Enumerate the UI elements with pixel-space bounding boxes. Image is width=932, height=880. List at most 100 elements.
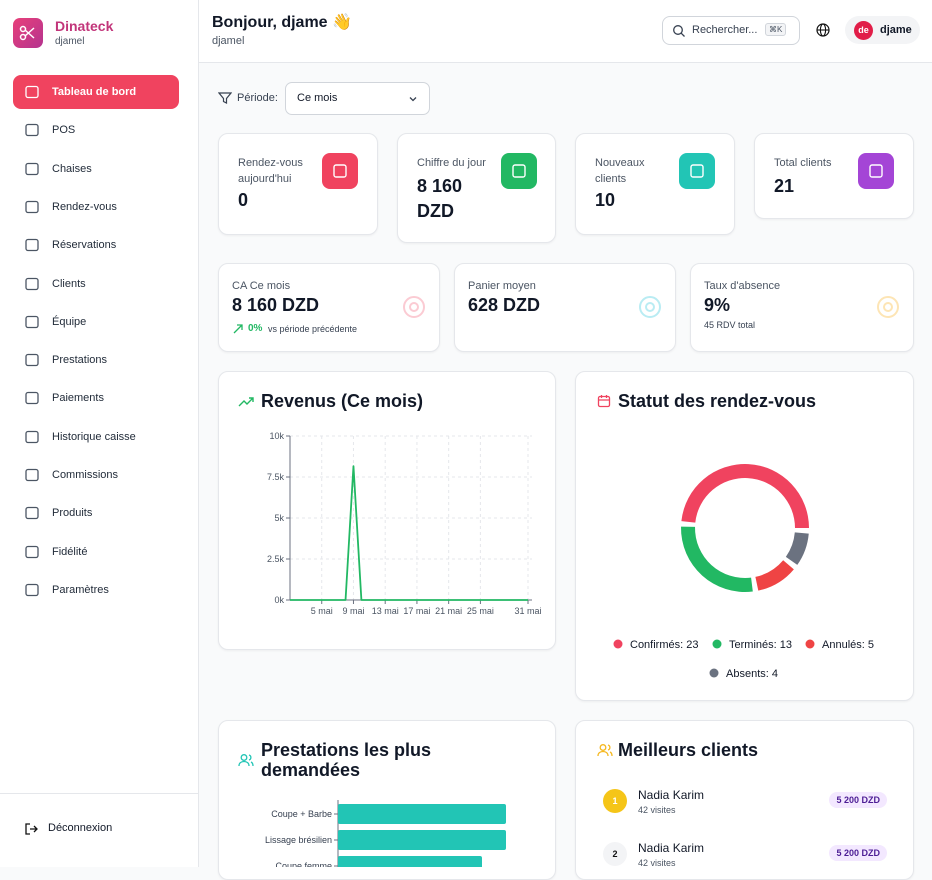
stat-label: Rendez-vous aujourd'hui bbox=[238, 157, 303, 185]
client-amount: 5 200 DZD bbox=[829, 845, 887, 861]
nav-label: Réservations bbox=[52, 239, 117, 252]
nav-icon bbox=[25, 239, 39, 252]
nav-item[interactable]: Paiements bbox=[13, 381, 179, 415]
nav-icon bbox=[25, 583, 39, 597]
stat-card: Rendez-vous aujourd'hui 0 bbox=[218, 133, 378, 235]
nav-item[interactable]: Réservations bbox=[13, 228, 179, 262]
stat-value: 0 bbox=[238, 190, 249, 210]
nav-item[interactable]: Chaises bbox=[13, 152, 179, 186]
search[interactable]: Rechercher... ⌘K bbox=[662, 16, 800, 45]
nav-icon bbox=[25, 315, 39, 328]
nav-item[interactable]: Fidélité bbox=[13, 535, 179, 569]
client-name: Nadia Karim bbox=[638, 788, 705, 802]
nav-label: Rendez-vous bbox=[52, 200, 117, 213]
services-card: Prestations les plus demandées bbox=[218, 720, 556, 880]
nav-label: Produits bbox=[52, 507, 93, 520]
nav-item[interactable]: Tableau de bord bbox=[13, 75, 179, 109]
icon-shape bbox=[25, 124, 39, 137]
icon-shape bbox=[25, 545, 39, 558]
icon-shape bbox=[25, 468, 39, 482]
nav-label: Fidélité bbox=[52, 545, 88, 558]
search-icon bbox=[673, 25, 685, 37]
nav-item[interactable]: Prestations bbox=[13, 343, 179, 377]
period-value: Ce mois bbox=[297, 92, 338, 104]
kpi-icon bbox=[877, 296, 899, 318]
stat-value: 8 160 DZD bbox=[417, 176, 463, 221]
nav-label: Historique caisse bbox=[52, 430, 136, 443]
icon-shape bbox=[25, 392, 39, 405]
stat-card: Total clients 21 bbox=[754, 133, 914, 219]
nav-icon bbox=[25, 545, 39, 558]
stat-icon bbox=[858, 153, 894, 189]
kpi-value: 628 DZD bbox=[468, 295, 541, 315]
chevron bbox=[409, 97, 417, 102]
nav-label: POS bbox=[52, 124, 76, 137]
brand: Dinateck bbox=[55, 18, 114, 34]
icon-shape bbox=[25, 315, 39, 328]
kpi-label: Panier moyen bbox=[468, 280, 536, 292]
kpi-icon bbox=[403, 296, 425, 318]
nav-item[interactable]: Historique caisse bbox=[13, 420, 179, 454]
nav-label: Commissions bbox=[52, 469, 119, 481]
nav-label: Équipe bbox=[52, 315, 87, 328]
status-card: Statut des rendez-vous bbox=[575, 371, 914, 701]
nav-label: Paramètres bbox=[52, 583, 109, 596]
logout-label: Déconnexion bbox=[48, 822, 113, 834]
chart-title: Prestations les plus demandées bbox=[261, 740, 432, 780]
nav-item[interactable]: Équipe bbox=[13, 305, 179, 339]
language-icon[interactable] bbox=[815, 22, 831, 38]
kpi-card: Taux d'absence 9% 45 RDV total bbox=[690, 263, 914, 352]
username: djame bbox=[880, 24, 912, 36]
revenue-card: Revenus (Ce mois) bbox=[218, 371, 556, 650]
kpi-card: Panier moyen 628 DZD bbox=[454, 263, 676, 352]
filter-label: Période: bbox=[237, 92, 278, 104]
icon-shape bbox=[25, 85, 39, 99]
nav-item[interactable]: Commissions bbox=[13, 458, 179, 492]
stat-card: Chiffre du jour 8 160 DZD bbox=[397, 133, 556, 243]
client-visits: 42 visites bbox=[638, 805, 676, 815]
nav-item[interactable]: POS bbox=[13, 113, 179, 147]
icon-shape bbox=[25, 200, 39, 214]
nav-item[interactable]: Clients bbox=[13, 267, 179, 301]
stat-icon bbox=[322, 153, 358, 189]
filter-icon bbox=[218, 92, 232, 104]
avatar: de bbox=[854, 21, 873, 40]
stat-icon-glyph bbox=[690, 164, 704, 178]
nav-icon bbox=[25, 353, 39, 367]
status-icon bbox=[597, 395, 611, 408]
trend-icon bbox=[233, 324, 243, 334]
search-placeholder: Rechercher... bbox=[692, 24, 758, 36]
chart-title: Revenus (Ce mois) bbox=[261, 391, 424, 411]
nav-icon bbox=[25, 85, 39, 99]
stat-card: Nouveaux clients 10 bbox=[575, 133, 735, 235]
nav-item[interactable]: Produits bbox=[13, 496, 179, 530]
rank-badge: 2 bbox=[603, 842, 627, 866]
period-select[interactable]: Ce mois bbox=[285, 82, 430, 115]
kpi-icon bbox=[639, 296, 661, 318]
stat-value: 10 bbox=[595, 190, 616, 210]
kpi-card: CA Ce mois 8 160 DZD 0% vs période précéden… bbox=[218, 263, 440, 352]
logo-icon bbox=[19, 25, 35, 41]
stat-label: Nouveaux clients bbox=[595, 157, 645, 185]
stat-icon bbox=[679, 153, 715, 189]
kpi-value: 9% bbox=[704, 295, 731, 315]
stat-icon bbox=[501, 153, 537, 189]
kpi-note: 45 RDV total bbox=[704, 320, 756, 330]
kpi-change: 0% bbox=[248, 323, 263, 334]
kpi-label: CA Ce mois bbox=[232, 280, 291, 292]
logo bbox=[13, 18, 43, 48]
user-menu[interactable]: de djame bbox=[845, 16, 920, 44]
kpi-label: Taux d'absence bbox=[704, 280, 781, 292]
stat-icon-glyph bbox=[512, 164, 526, 178]
nav-label: Prestations bbox=[52, 354, 108, 367]
nav-item[interactable]: Paramètres bbox=[13, 573, 179, 607]
clients-title: Meilleurs clients bbox=[618, 740, 759, 760]
rank-badge: 1 bbox=[603, 789, 627, 813]
icon-shape bbox=[25, 162, 39, 175]
nav-item[interactable]: Rendez-vous bbox=[13, 190, 179, 224]
greeting-sub: djamel bbox=[212, 35, 245, 47]
icon-shape bbox=[25, 583, 39, 597]
stat-value: 21 bbox=[774, 176, 795, 196]
client-name: Nadia Karim bbox=[638, 841, 705, 855]
